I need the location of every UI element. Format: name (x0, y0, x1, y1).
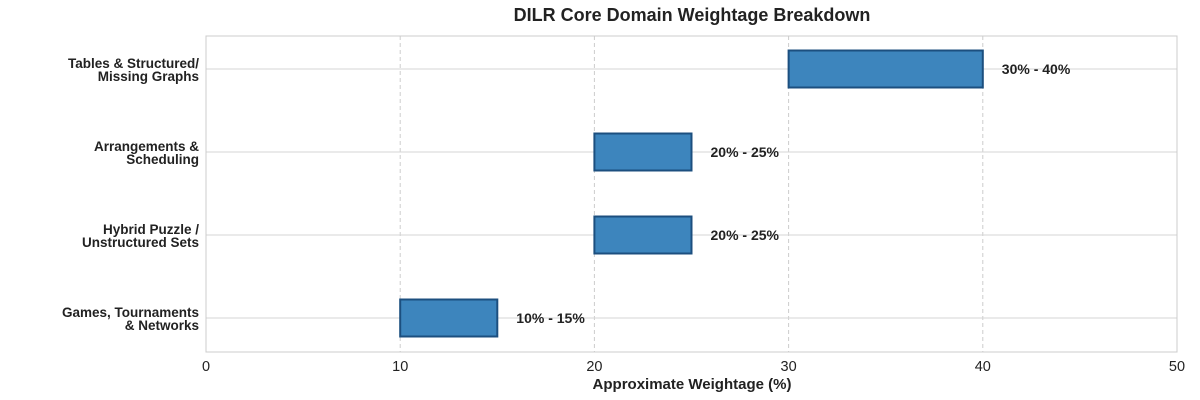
x-tick-label: 50 (1169, 359, 1185, 375)
data-label: 10% - 15% (516, 310, 585, 326)
grid (206, 36, 1177, 352)
y-tick-label-line: & Networks (125, 318, 199, 333)
x-tick-label: 20 (586, 359, 602, 375)
data-label: 20% - 25% (711, 227, 780, 243)
y-tick-label: Arrangements & Scheduling (94, 139, 199, 167)
x-tick-labels: 0 10 20 30 40 50 (202, 359, 1185, 375)
x-tick-label: 10 (392, 359, 408, 375)
bar (399, 298, 499, 338)
data-label: 20% - 25% (711, 144, 780, 160)
chart-title: DILR Core Domain Weightage Breakdown (514, 5, 871, 25)
bar (593, 215, 693, 255)
x-tick-label: 0 (202, 359, 210, 375)
y-tick-label-line: Games, Tournaments (62, 305, 199, 320)
y-tick-labels: Tables & Structured/Missing Graphs Arrang… (62, 56, 199, 333)
y-tick-label-line: Tables & Structured/ (68, 56, 199, 71)
y-tick-label: Tables & Structured/Missing Graphs (68, 56, 199, 84)
x-tick-label: 30 (781, 359, 797, 375)
data-label: 30% - 40% (1002, 61, 1071, 77)
y-tick-label-line: Arrangements & (94, 139, 199, 154)
y-tick-label-line: Missing Graphs (98, 69, 199, 84)
bars: 30% - 40% 20% - 25% 20% - 25% 10% - 15% (399, 49, 1071, 338)
y-tick-label-line: Scheduling (126, 152, 199, 167)
x-tick-label: 40 (975, 359, 991, 375)
plot-frame (205, 35, 1178, 353)
y-tick-label-line: Hybrid Puzzle / (103, 222, 199, 237)
bar (787, 49, 984, 89)
y-tick-label-line: Unstructured Sets (82, 235, 199, 250)
x-axis-label: Approximate Weightage (%) (593, 376, 792, 393)
y-tick-label: Games, Tournaments & Networks (62, 305, 199, 333)
bar (593, 132, 693, 172)
y-tick-label: Hybrid Puzzle / Unstructured Sets (82, 222, 199, 250)
